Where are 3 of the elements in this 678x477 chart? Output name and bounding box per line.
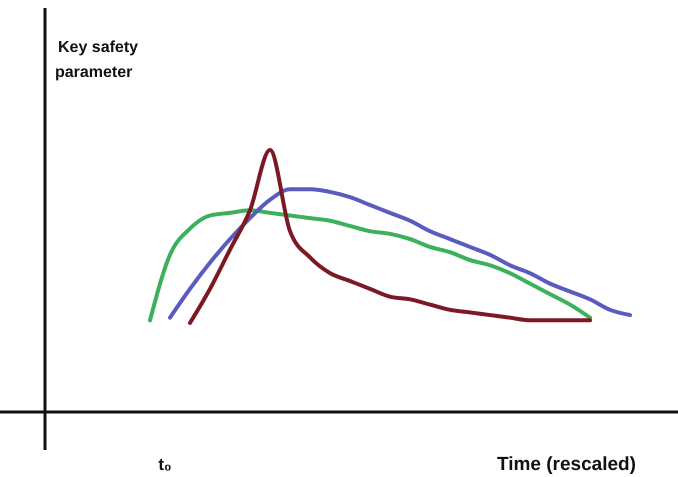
x-axis-title: Time (rescaled) [496,454,636,475]
text: t₀ [158,455,172,474]
y-axis-title: Key safety parameter [55,39,138,81]
